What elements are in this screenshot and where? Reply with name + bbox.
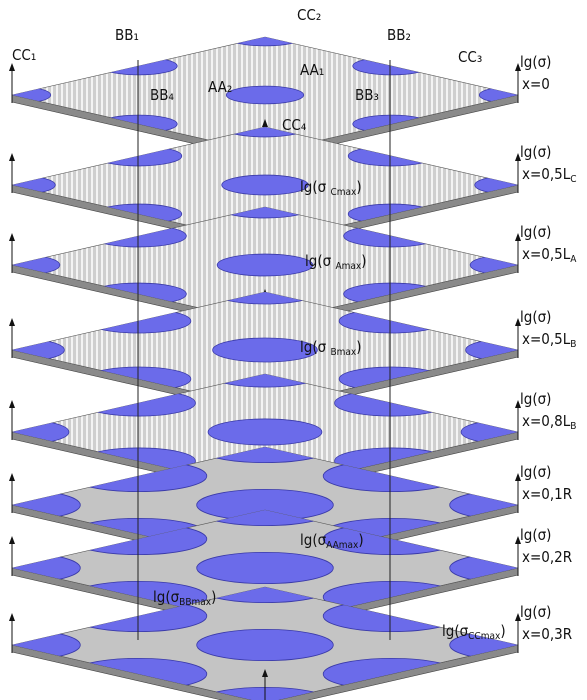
position-text: x=0 [522, 75, 550, 93]
arrow-head [515, 613, 521, 621]
position-text: x=0,8L [522, 412, 571, 430]
peak-text: lg(σ [305, 252, 335, 270]
plate-spots [12, 127, 518, 243]
region-label: AA₁ [300, 61, 324, 79]
arrow-head [9, 400, 15, 408]
stress-zone [225, 37, 305, 47]
region-label: CC₄ [282, 116, 306, 134]
axis-label: lg(σ) [520, 143, 551, 161]
axis-label: lg(σ) [520, 603, 551, 621]
stress-zone [225, 85, 305, 105]
position-text: x=0,5L [522, 330, 571, 348]
position-sub: B [570, 421, 576, 432]
arrow-head [515, 153, 521, 161]
arrow-head [515, 63, 521, 71]
stress-zone [216, 253, 314, 277]
region-label: CC₂ [297, 6, 321, 24]
stress-zone [221, 174, 309, 196]
axis-label: lg(σ) [520, 53, 551, 71]
arrow-head [9, 473, 15, 481]
peak-label: lg(σAAmax) [300, 531, 364, 551]
position-text: x=0,3R [522, 625, 572, 643]
peak-text: ) [356, 338, 361, 356]
arrow-head [515, 473, 521, 481]
stress-zone [334, 389, 449, 417]
stress-zone [322, 599, 461, 633]
position-text: x=0,1R [522, 485, 572, 503]
arrow-head [515, 233, 521, 241]
axis-label: lg(σ) [520, 308, 551, 326]
position-text: x=0,5L [522, 165, 571, 183]
arrow-head [9, 318, 15, 326]
region-label: AA₂ [208, 78, 232, 96]
position-sub: C [570, 174, 576, 185]
region-label: CC₃ [458, 48, 482, 66]
peak-text: ) [211, 588, 216, 606]
position-text: x=0,5L [522, 245, 571, 263]
peak-sub: Cmax [330, 187, 357, 198]
position-label: x=0,2R [522, 548, 572, 566]
arrow-head [262, 119, 268, 127]
axis-label: lg(σ) [520, 390, 551, 408]
position-label: x=0,5LA [522, 245, 577, 265]
peak-text: lg(σ [442, 622, 469, 640]
region-label: BB₁ [115, 26, 139, 44]
arrow-head [515, 318, 521, 326]
peak-label: lg(σCCmax) [442, 622, 506, 642]
position-sub: A [570, 254, 577, 265]
stress-zone [196, 510, 334, 527]
peak-label: lg(σ Amax) [305, 252, 366, 272]
position-label: x=0,5LB [522, 330, 576, 350]
position-label: x=0,1R [522, 485, 572, 503]
position-sub: B [570, 339, 576, 350]
region-label: BB₄ [150, 86, 174, 104]
peak-label: lg(σBBmax) [153, 588, 216, 608]
peak-text: lg(σ [153, 588, 180, 606]
peak-label: lg(σ Bmax) [300, 338, 362, 358]
stress-zone [196, 628, 334, 662]
stress-zone [207, 418, 323, 446]
region-label: BB₂ [387, 26, 411, 44]
arrow-head [9, 153, 15, 161]
position-label: x=0,8LB [522, 412, 576, 432]
region-label: BB₃ [355, 86, 379, 104]
peak-text: lg(σ [300, 338, 330, 356]
stress-zone [343, 282, 440, 306]
peak-sub: Bmax [330, 347, 356, 358]
stress-zone [474, 174, 518, 196]
position-text: x=0,2R [522, 548, 572, 566]
arrow-head [9, 233, 15, 241]
peak-text: ) [500, 622, 505, 640]
peak-sub: Amax [335, 261, 361, 272]
position-label: x=0,5LC [522, 165, 577, 185]
region-label: CC₁ [12, 46, 36, 64]
arrow-head [9, 613, 15, 621]
stress-zone [338, 366, 445, 392]
peak-label: lg(σ Cmax) [300, 178, 362, 198]
peak-text: lg(σ [300, 531, 327, 549]
peak-sub: CCmax [468, 631, 501, 642]
peak-text: lg(σ [300, 178, 330, 196]
stress-zone [212, 337, 318, 363]
position-label: x=0,3R [522, 625, 572, 643]
arrow-head [9, 536, 15, 544]
axis-label: lg(σ) [520, 463, 551, 481]
arrow-head [515, 536, 521, 544]
axis-label: lg(σ) [520, 526, 551, 544]
peak-text: ) [356, 178, 361, 196]
arrow-head [515, 400, 521, 408]
peak-text: ) [361, 252, 366, 270]
axis-label: lg(σ) [520, 223, 551, 241]
arrow-head [262, 669, 268, 677]
peak-sub: AAmax [326, 540, 359, 551]
peak-text: ) [358, 531, 363, 549]
peak-sub: BBmax [179, 597, 212, 608]
arrow-head [9, 63, 15, 71]
position-label: x=0 [522, 75, 550, 93]
stress-zone [196, 551, 334, 585]
stress-zone [12, 174, 56, 196]
